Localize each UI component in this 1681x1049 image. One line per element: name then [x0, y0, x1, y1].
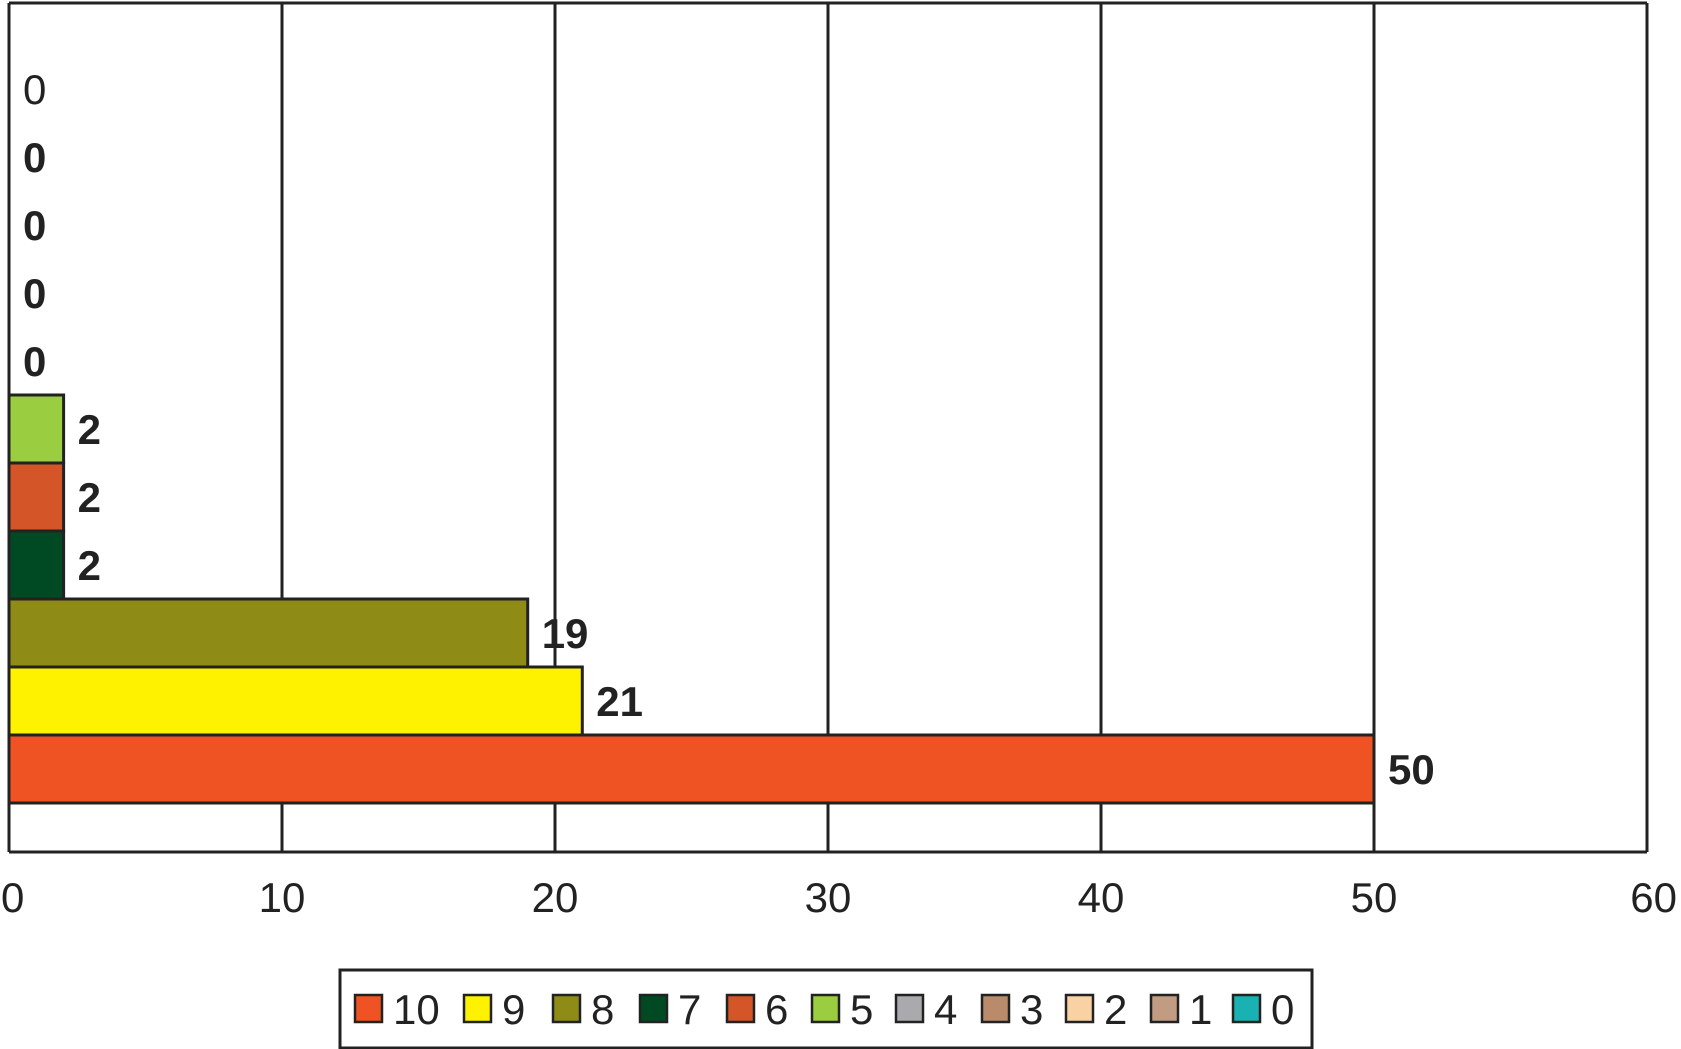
value-label-0: 0 — [23, 66, 46, 113]
value-label-9: 21 — [596, 678, 643, 725]
legend-label-10: 10 — [393, 986, 440, 1033]
bar-10 — [7, 733, 1376, 805]
x-tick-label: 60 — [1630, 874, 1677, 921]
legend-label-4: 4 — [934, 986, 957, 1033]
legend-swatch-5 — [810, 993, 841, 1024]
x-tick-label: 20 — [532, 874, 579, 921]
legend-label-2: 2 — [1104, 986, 1127, 1033]
legend-label-9: 9 — [502, 986, 525, 1033]
x-tick-label: 50 — [1351, 874, 1398, 921]
legend-swatch-2 — [1064, 993, 1095, 1024]
value-label-6: 2 — [78, 474, 101, 521]
legend-label-6: 6 — [765, 986, 788, 1033]
legend-label-0: 0 — [1271, 986, 1294, 1033]
value-label-8: 19 — [542, 610, 589, 657]
bars — [7, 393, 1376, 805]
value-label-7: 2 — [78, 542, 101, 589]
bar-9 — [7, 665, 584, 737]
x-tick-label: 40 — [1078, 874, 1125, 921]
bar-7 — [7, 529, 66, 601]
value-label-10: 50 — [1388, 746, 1435, 793]
legend-label-5: 5 — [850, 986, 873, 1033]
value-label-2: 0 — [23, 202, 46, 249]
x-axis: 0 10 20 30 40 50 60 — [1, 850, 1677, 921]
bar-8 — [7, 597, 530, 669]
value-label-4: 0 — [23, 338, 46, 385]
legend-swatch-4 — [894, 993, 925, 1024]
legend-swatch-10 — [353, 993, 384, 1024]
legend-label-1: 1 — [1189, 986, 1212, 1033]
grid — [7, 1, 1649, 852]
bar-5 — [7, 393, 66, 465]
legend-label-8: 8 — [591, 986, 614, 1033]
bar-6 — [7, 461, 66, 533]
value-label-3: 0 — [23, 270, 46, 317]
value-label-5: 2 — [78, 406, 101, 453]
legend-swatch-7 — [638, 993, 669, 1024]
x-tick-label: 30 — [805, 874, 852, 921]
legend-label-3: 3 — [1020, 986, 1043, 1033]
legend-swatch-8 — [551, 993, 582, 1024]
legend-swatch-1 — [1149, 993, 1180, 1024]
legend-swatch-6 — [725, 993, 756, 1024]
x-tick-label: 10 — [259, 874, 306, 921]
x-tick-label: 0 — [1, 874, 24, 921]
legend-swatch-3 — [980, 993, 1011, 1024]
legend-swatch-9 — [462, 993, 493, 1024]
value-label-1: 0 — [23, 134, 46, 181]
legend-swatch-0 — [1231, 993, 1262, 1024]
legend-label-7: 7 — [678, 986, 701, 1033]
legend: 10 9 8 7 6 5 4 3 2 1 0 — [338, 968, 1314, 1049]
